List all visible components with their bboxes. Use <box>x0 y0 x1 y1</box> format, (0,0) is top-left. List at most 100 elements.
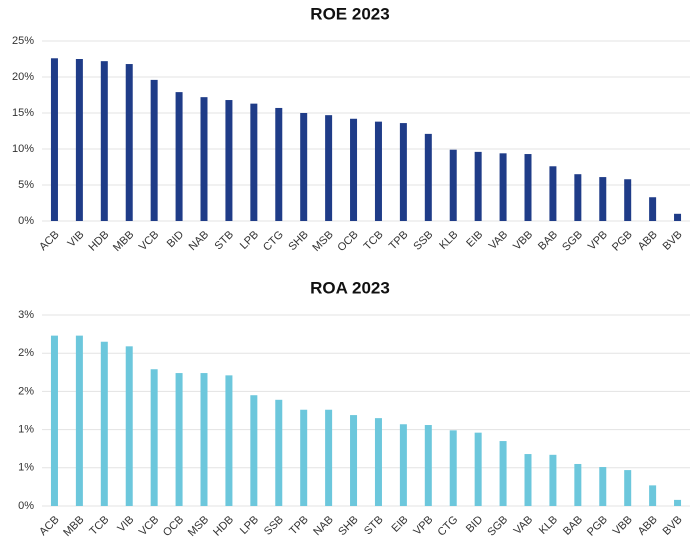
bar <box>225 375 233 506</box>
x-tick-label: BID <box>165 229 186 250</box>
bar <box>350 415 358 506</box>
x-tick-label: BVB <box>661 514 685 538</box>
bar <box>250 103 258 221</box>
x-tick-label: VAB <box>512 514 535 537</box>
bar <box>325 409 333 506</box>
x-tick-label: VCB <box>137 229 161 253</box>
x-tick-label: VCB <box>137 514 161 538</box>
x-tick-label: ACB <box>37 229 61 253</box>
x-tick-label: PGB <box>585 514 610 539</box>
bar <box>599 177 607 221</box>
x-tick-label: SHB <box>286 229 310 253</box>
y-tick-label: 3% <box>18 309 34 321</box>
x-tick-label: KLB <box>537 514 560 537</box>
x-tick-label: ACB <box>37 514 61 538</box>
x-tick-label: VAB <box>487 229 510 252</box>
bar <box>524 454 532 506</box>
x-tick-label: NAB <box>187 229 211 253</box>
bar <box>200 97 208 221</box>
bar <box>100 341 108 506</box>
chart-title: ROE 2023 <box>310 4 389 23</box>
x-tick-label: CTG <box>435 514 460 539</box>
x-tick-label: ABB <box>636 514 660 538</box>
bar <box>624 179 632 221</box>
bar <box>474 432 482 506</box>
bar <box>499 153 507 221</box>
bar <box>374 418 382 506</box>
x-tick-label: MSB <box>310 229 335 254</box>
x-tick-label: TCB <box>362 229 386 253</box>
bar <box>674 213 682 221</box>
y-tick-label: 15% <box>12 107 34 119</box>
bar <box>424 425 432 506</box>
bar <box>150 369 158 506</box>
x-tick-label: LPB <box>238 514 261 537</box>
x-tick-label: CTG <box>261 229 286 254</box>
x-tick-label: MBB <box>111 229 136 254</box>
x-tick-label: TCB <box>87 514 111 538</box>
bar <box>649 197 657 221</box>
y-tick-label: 20% <box>12 71 34 83</box>
bar <box>250 395 258 506</box>
y-tick-label: 10% <box>12 143 34 155</box>
x-tick-label: OCB <box>335 229 360 254</box>
x-tick-label: VPB <box>586 229 610 253</box>
bar <box>125 346 133 506</box>
bar <box>350 118 358 221</box>
y-tick-label: 0% <box>18 215 34 227</box>
bar <box>424 133 432 221</box>
x-tick-label: KLB <box>437 229 460 252</box>
bar <box>649 485 657 506</box>
x-tick-label: HDB <box>87 229 112 254</box>
bar <box>599 467 607 506</box>
bar <box>125 64 133 221</box>
y-tick-label: 25% <box>12 35 34 47</box>
x-tick-label: OCB <box>161 514 186 539</box>
bar <box>549 166 557 221</box>
x-tick-label: BAB <box>536 229 560 253</box>
bar <box>325 115 333 221</box>
x-tick-label: LPB <box>238 229 261 252</box>
bar <box>300 113 308 221</box>
bar <box>624 470 632 506</box>
bar <box>574 463 582 506</box>
x-tick-label: VIB <box>66 229 87 250</box>
y-tick-label: 1% <box>18 424 34 436</box>
y-tick-label: 2% <box>18 347 34 359</box>
x-tick-label: BID <box>464 514 485 535</box>
chart-title: ROA 2023 <box>310 278 390 297</box>
x-tick-label: SSB <box>262 514 286 538</box>
x-tick-label: SGB <box>485 514 510 539</box>
bar <box>100 61 108 221</box>
x-tick-label: VPB <box>411 514 435 538</box>
bar <box>200 373 208 506</box>
bar <box>275 399 283 506</box>
x-tick-label: VBB <box>511 229 535 253</box>
bar <box>175 92 183 222</box>
x-tick-label: EIB <box>390 514 411 535</box>
x-tick-label: BVB <box>661 229 685 253</box>
bar <box>474 151 482 221</box>
x-tick-label: HDB <box>211 514 236 539</box>
x-tick-label: NAB <box>311 514 335 538</box>
bar <box>549 454 557 506</box>
x-tick-label: SGB <box>560 229 585 254</box>
bar <box>449 149 457 221</box>
bar <box>225 100 233 221</box>
bar <box>75 59 83 221</box>
x-tick-label: PGB <box>610 229 635 254</box>
bar <box>150 79 158 221</box>
bar <box>175 373 183 506</box>
x-tick-label: VIB <box>115 514 136 535</box>
x-tick-label: TPB <box>387 229 411 253</box>
x-tick-label: BAB <box>561 514 585 538</box>
bar <box>300 409 308 506</box>
bar <box>399 123 407 221</box>
bar <box>399 424 407 506</box>
bar <box>449 430 457 506</box>
x-tick-label: STB <box>212 229 236 253</box>
x-tick-label: MBB <box>61 514 86 539</box>
x-tick-label: EIB <box>464 229 485 250</box>
y-tick-label: 5% <box>18 179 34 191</box>
